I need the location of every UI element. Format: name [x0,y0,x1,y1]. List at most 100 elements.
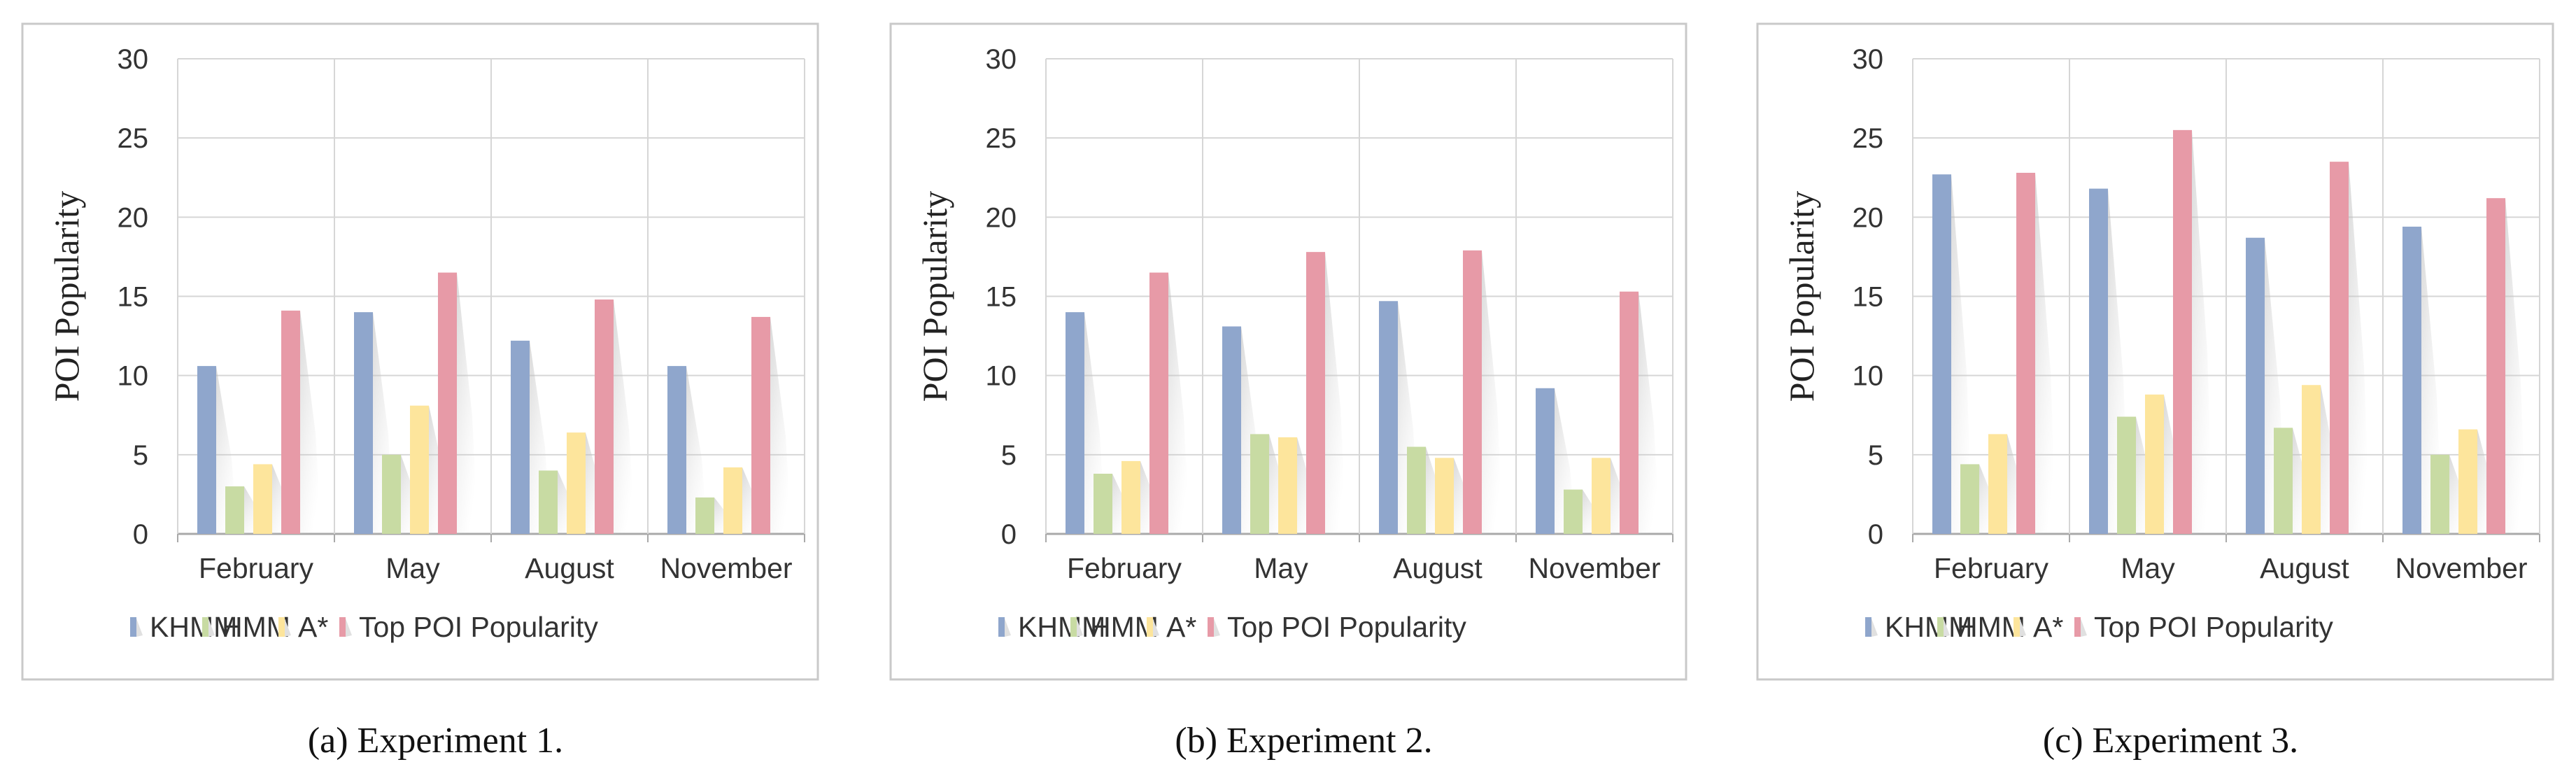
legend-swatch [1070,617,1077,637]
bar-shadow [2035,172,2056,534]
chart-panel-1: 0 5 10 15 20 25 30 February May August November POI… [21,22,819,761]
bar-top-poi-popularity-november [751,316,770,534]
legend-swatch [202,617,208,637]
legend-swatch [1208,617,1214,637]
bar-top-poi-popularity-november [1620,291,1639,534]
bar-khmm-august [2246,237,2265,534]
legend-label: Top POI Popularity [1227,611,1466,643]
bar-shadow [770,316,791,534]
bar-hmm-august [1407,446,1426,534]
bar-khmm-november [2402,226,2421,534]
x-category-label: May [1254,552,1308,584]
bar-hmm-november [1564,489,1583,534]
bar-top-poi-popularity-november [2486,198,2505,534]
y-tick-label: 15 [1853,282,1884,313]
bar-khmm-may [1222,326,1241,534]
y-tick-label: 10 [986,361,1017,392]
subfigure-caption: (a) Experiment 1. [308,721,563,761]
legend-label: KHMM [1018,611,1105,643]
bar-khmm-august [511,340,530,534]
legend-swatch [2074,617,2081,637]
bar-shadow [614,299,635,534]
y-tick-label: 0 [1001,519,1017,550]
bar-top-poi-popularity-february [2016,172,2035,534]
y-tick-label: 15 [986,282,1017,313]
y-tick-label: 20 [986,202,1017,233]
y-axis-label: POI Popularity [1782,191,1821,402]
legend-label: KHMM [150,611,237,643]
bar-top-poi-popularity-august [1463,250,1482,534]
bar-a--february [253,464,272,534]
bar-shadow [686,366,707,534]
legend-swatch-shadow [136,619,143,637]
bar-shadow [2349,162,2370,534]
legend-label: A* [1166,611,1196,643]
bar-shadow [1168,272,1189,534]
bar-a--may [2145,394,2164,534]
y-tick-label: 25 [118,123,149,154]
bar-a--may [410,405,429,534]
bar-a--august [567,432,586,534]
bar-hmm-may [2117,416,2136,534]
legend-swatch-shadow [285,619,291,637]
y-axis-label: POI Popularity [915,191,954,402]
x-category-label: August [525,552,614,584]
bar-khmm-may [354,312,373,534]
y-tick-label: 30 [986,44,1017,75]
legend-swatch-shadow [1005,619,1011,637]
y-tick-label: 0 [133,519,148,550]
bar-hmm-february [1960,464,1979,534]
bar-shadow [2192,129,2213,535]
bar-a--november [1592,458,1611,534]
bar-khmm-february [1066,312,1084,534]
legend-swatch [998,617,1005,637]
legend-swatch-shadow [1214,619,1220,637]
legend-swatch [1865,617,1871,637]
bar-hmm-november [695,497,714,534]
bar-khmm-november [1536,388,1555,534]
y-tick-label: 30 [118,44,149,75]
y-tick-label: 5 [1001,440,1017,471]
legend-label: Top POI Popularity [359,611,598,643]
x-category-label: February [1934,552,2049,584]
chart-panel-2: 0 5 10 15 20 25 30 February May August November POI… [889,22,1687,761]
x-category-label: February [1067,552,1182,584]
y-tick-label: 10 [118,361,149,392]
bar-khmm-august [1379,301,1398,534]
legend-swatch [1147,617,1153,637]
x-category-label: November [1528,552,1660,584]
subfigure-caption: (b) Experiment 2. [1175,721,1432,761]
y-tick-label: 25 [1853,123,1884,154]
bar-shadow [1482,250,1503,534]
x-category-label: August [1393,552,1482,584]
bar-shadow [1951,174,1972,534]
bar-a--may [1278,437,1297,534]
bar-hmm-february [225,486,244,534]
bar-top-poi-popularity-february [1149,272,1168,534]
bar-a--february [1121,460,1140,534]
bar-hmm-august [2274,428,2293,534]
chart-frame [889,22,1687,681]
legend-swatch [2014,617,2020,637]
bar-shadow [457,272,478,534]
y-tick-label: 30 [1853,44,1884,75]
bar-khmm-may [2089,188,2108,534]
subfigure-caption: (c) Experiment 3. [2043,721,2298,761]
bar-khmm-february [197,366,216,534]
x-category-label: August [2260,552,2349,584]
y-tick-label: 0 [1868,519,1883,550]
x-category-label: November [2395,552,2527,584]
bar-top-poi-popularity-august [595,299,614,534]
bar-shadow [1639,291,1659,534]
y-tick-label: 25 [986,123,1017,154]
x-category-label: May [385,552,440,584]
bar-top-poi-popularity-may [1306,252,1325,534]
bar-hmm-may [1250,434,1269,534]
bar-shadow [1325,252,1346,534]
legend-label: Top POI Popularity [2094,611,2333,643]
legend-swatch [1937,617,1944,637]
legend-swatch [278,617,285,637]
bar-top-poi-popularity-august [2330,162,2349,534]
